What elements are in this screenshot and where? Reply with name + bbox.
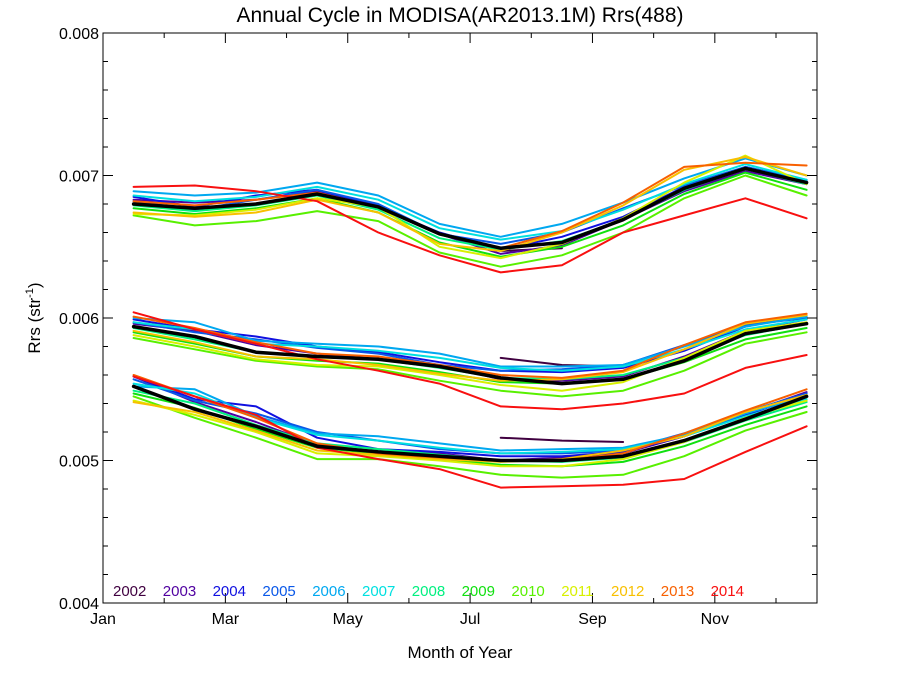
x-tick-label: Nov	[701, 611, 729, 628]
legend-entry-2006: 2006	[312, 583, 345, 600]
y-tick-label: 0.005	[59, 454, 99, 471]
y-axis-label-close: )	[25, 282, 44, 288]
series-line-2013-band-2	[132, 312, 808, 379]
y-tick-label: 0.007	[59, 169, 99, 186]
series-line-2012-band-3	[132, 394, 808, 463]
x-tick-label: Mar	[212, 611, 240, 628]
series-line-mean-band-3	[131, 384, 809, 463]
series-line-2014-band-1	[132, 184, 808, 274]
series-line-2012-band-1	[132, 156, 808, 252]
plot-frame	[102, 32, 818, 604]
legend-entry-2009: 2009	[462, 583, 495, 600]
legend-entry-2002: 2002	[113, 583, 146, 600]
y-tick-label: 0.008	[59, 26, 99, 43]
series-line-2009-band-3	[132, 392, 808, 468]
legend-entry-2008: 2008	[412, 583, 445, 600]
series-line-2007-band-1	[132, 163, 808, 241]
y-axis-label-superscript: -1	[24, 288, 36, 298]
series-line-2006-band-2	[132, 315, 808, 368]
series-line-2014-band-3	[132, 375, 808, 489]
legend-entry-2004: 2004	[213, 583, 246, 600]
series-line-2011-band-2	[132, 321, 808, 392]
legend-entry-2007: 2007	[362, 583, 395, 600]
legend: 2002 2003 2004 2005 2006 2007 2008 2009 2010 2011…	[113, 583, 744, 600]
series-line-2009-band-1	[132, 171, 808, 258]
x-tick-label: May	[333, 611, 363, 628]
legend-entry-2010: 2010	[511, 583, 544, 600]
chart-title: Annual Cycle in MODISA(AR2013.1M) Rrs(48…	[237, 4, 684, 27]
legend-entry-2013: 2013	[661, 583, 694, 600]
tick-layer: Jan Mar May Jul Sep Nov 0.004 0.005 0.006 0.007 0.…	[59, 26, 817, 628]
series-line-2014-band-2	[132, 311, 808, 411]
series-line-mean-band-1	[131, 166, 809, 250]
legend-entry-2012: 2012	[611, 583, 644, 600]
legend-entry-2014: 2014	[711, 583, 744, 600]
x-axis-label: Month of Year	[408, 643, 513, 662]
series-line-2010-band-3	[132, 395, 808, 479]
series-line-2012-band-2	[132, 314, 808, 382]
x-tick-label: Sep	[578, 611, 607, 628]
series-layer	[131, 154, 809, 489]
y-axis-label-main: Rrs (str	[25, 298, 44, 354]
series-line-2010-band-2	[132, 331, 808, 398]
series-line-2004-band-3	[132, 375, 808, 458]
series-line-2006-band-1	[132, 157, 808, 238]
series-line-mean-band-2	[131, 321, 809, 386]
series-line-2011-band-1	[132, 154, 808, 260]
x-tick-label: Jan	[90, 611, 116, 628]
series-line-2010-band-1	[132, 174, 808, 268]
legend-entry-2011: 2011	[561, 583, 593, 600]
y-axis-label: Rrs (str-1)	[24, 282, 44, 353]
y-tick-label: 0.006	[59, 311, 99, 328]
legend-entry-2003: 2003	[163, 583, 196, 600]
y-tick-label: 0.004	[59, 596, 99, 613]
legend-entry-2005: 2005	[262, 583, 295, 600]
x-tick-label: Jul	[460, 611, 480, 628]
